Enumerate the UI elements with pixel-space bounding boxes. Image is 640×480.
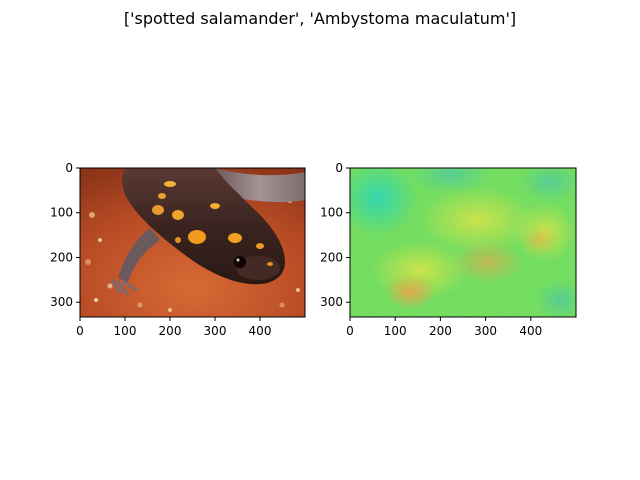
photo-x-tick-label: 100 [114, 324, 137, 338]
heatmap-y-tick-label: 200 [320, 250, 343, 264]
salamander-leg [118, 228, 160, 282]
salamander-spots [152, 181, 273, 266]
photo-axes-ticks: 0 100 200 300 400 0 100 200 300 [50, 161, 271, 338]
heatmap-x-tick-label: 300 [474, 324, 497, 338]
heatmap-y-tick-label: 0 [335, 161, 343, 175]
heatmap-x-tick-label: 400 [519, 324, 542, 338]
photo-y-tick-label: 0 [65, 161, 73, 175]
heatmap-axes-frame [349, 167, 577, 318]
photo-x-tick-label: 0 [76, 324, 84, 338]
photo-panel: 0 100 200 300 400 0 100 200 300 [50, 161, 306, 338]
photo-x-tick-label: 400 [249, 324, 272, 338]
heatmap-y-tick-label: 300 [320, 295, 343, 309]
heatmap-x-tick-label: 0 [346, 324, 354, 338]
heatmap-y-tick-label: 100 [320, 206, 343, 220]
heatmap-axes-ticks: 0 100 200 300 400 0 100 200 300 [320, 161, 542, 338]
saliency-heatmap [350, 168, 576, 317]
salamander-eye [234, 256, 246, 268]
figure-title: ['spotted salamander', 'Ambystoma macula… [124, 9, 516, 28]
heatmap-x-tick-label: 200 [429, 324, 452, 338]
heatmap-x-tick-label: 100 [384, 324, 407, 338]
heatmap-panel: 0 100 200 300 400 0 100 200 300 [320, 161, 577, 338]
photo-x-tick-label: 200 [159, 324, 182, 338]
photo-y-tick-label: 300 [50, 295, 73, 309]
photo-y-tick-label: 100 [50, 206, 73, 220]
photo-axes-frame [79, 167, 306, 318]
photo-y-tick-label: 200 [50, 250, 73, 264]
soil-pebbles [85, 197, 300, 312]
photo-x-tick-label: 300 [204, 324, 227, 338]
salamander-photo [80, 168, 305, 317]
